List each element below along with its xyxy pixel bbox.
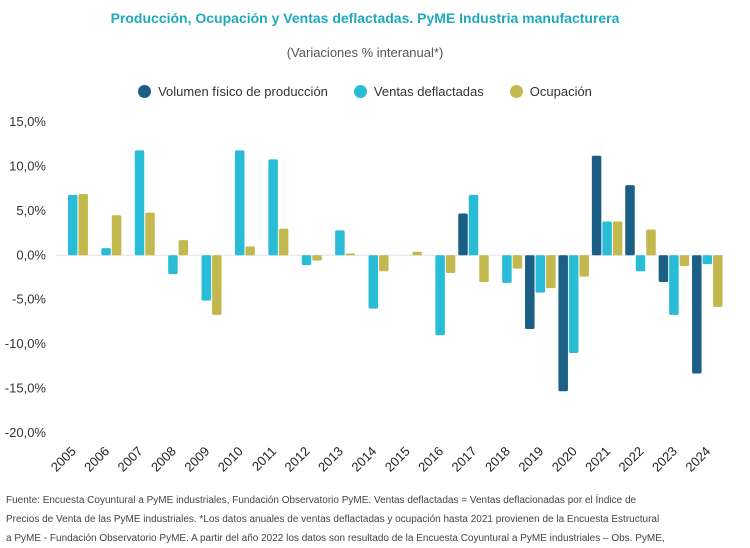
bar-ventas (535, 255, 546, 293)
x-tick-label: 2018 (482, 444, 513, 475)
bar-ventas (101, 248, 111, 256)
y-tick-label: 0,0% (16, 247, 46, 262)
legend-label-ventas: Ventas deflactadas (373, 84, 484, 99)
x-tick-label: 2024 (682, 444, 713, 475)
bar-ventas (201, 255, 212, 301)
bar-ventas (602, 221, 612, 256)
x-tick-label: 2005 (48, 444, 79, 475)
x-tick-label: 2021 (582, 444, 613, 475)
bar-ocupacion (212, 255, 222, 315)
y-tick-label: 15,0% (9, 114, 46, 129)
chart-subtitle: (Variaciones % interanual*) (286, 45, 444, 60)
bar-produccion (625, 185, 635, 256)
bar-ocupacion (546, 255, 556, 289)
footnote-line: a PyME - Fundación Observatorio PyME. A … (6, 533, 665, 544)
bar-ocupacion (512, 255, 523, 269)
bar-produccion (658, 255, 669, 282)
x-tick-label: 2011 (249, 444, 279, 474)
y-tick-label: -20,0% (5, 425, 47, 440)
legend-item-ventas[interactable]: Ventas deflactadas (353, 84, 484, 99)
x-tick-label: 2013 (315, 444, 346, 475)
bar-ventas (368, 255, 379, 309)
legend-label-ocupacion: Ocupación (529, 84, 592, 99)
x-tick-label: 2006 (81, 444, 112, 475)
chart-title: Producción, Ocupación y Ventas deflactad… (110, 10, 620, 26)
x-tick-label: 2008 (148, 444, 179, 475)
bar-ocupacion (379, 255, 389, 272)
bar-ocupacion (278, 228, 289, 256)
bar-ocupacion (245, 246, 255, 256)
bar-ventas (234, 150, 245, 256)
bar-ventas (268, 159, 278, 256)
bar-ventas (568, 255, 579, 354)
bar-produccion (458, 213, 468, 256)
y-tick-label: -15,0% (5, 381, 47, 396)
bar-ventas (702, 255, 713, 265)
bar-ventas (669, 255, 679, 315)
bar-ocupacion (679, 255, 690, 266)
bar-ventas (134, 150, 145, 256)
footnote-line: Precios de Venta de las PyME industriale… (6, 514, 660, 525)
x-tick-label: 2020 (549, 444, 580, 475)
x-tick-label: 2007 (115, 444, 146, 475)
footnote-line: Fuente: Encuesta Coyuntural a PyME indus… (6, 495, 637, 506)
legend-item-produccion[interactable]: Volumen físico de producción (138, 84, 328, 99)
x-tick-label: 2016 (415, 444, 446, 475)
bar-ventas (635, 255, 646, 272)
y-tick-label: 10,0% (9, 158, 46, 173)
y-tick-label: 5,0% (16, 203, 46, 218)
bar-ventas (435, 255, 445, 336)
x-tick-label: 2019 (515, 444, 546, 475)
x-tick-label: 2009 (181, 444, 212, 475)
bar-ventas (168, 255, 178, 274)
x-tick-label: 2017 (449, 444, 480, 475)
x-tick-label: 2015 (382, 444, 413, 475)
y-tick-label: -10,0% (5, 336, 47, 351)
bar-ocupacion (312, 255, 322, 261)
bar-produccion (558, 255, 568, 392)
bar-ocupacion (412, 251, 422, 256)
bar-ventas (502, 255, 512, 283)
x-tick-label: 2023 (649, 444, 680, 475)
bar-produccion (525, 255, 535, 330)
bar-ocupacion (479, 255, 489, 282)
bar-ocupacion (145, 212, 155, 256)
bar-ocupacion (612, 221, 623, 256)
bar-chart-plot: 15,0% 10,0% 5,0% 0,0% -5,0% -10,0% -15,0% -20,0… (5, 114, 724, 475)
bar-ocupacion (178, 240, 189, 256)
footnote: Fuente: Encuesta Coyuntural a PyME indus… (6, 491, 726, 548)
bar-ocupacion (445, 255, 456, 274)
legend-label-produccion: Volumen físico de producción (158, 84, 328, 99)
bar-ventas (301, 255, 312, 266)
legend-swatch-produccion (138, 85, 152, 98)
legend-item-ocupacion[interactable]: Ocupación (509, 84, 592, 99)
bar-ventas (67, 194, 78, 256)
bar-ocupacion (579, 255, 589, 277)
bar-ocupacion (646, 229, 656, 256)
y-tick-label: -5,0% (12, 292, 46, 307)
legend-swatch-ventas (353, 85, 367, 98)
bar-ocupacion (78, 193, 88, 256)
x-tick-label: 2012 (282, 444, 313, 475)
bar-ocupacion (713, 255, 723, 307)
bar-ocupacion (111, 215, 122, 256)
bar-produccion (692, 255, 702, 374)
x-tick-label: 2014 (348, 444, 379, 475)
x-tick-label: 2022 (616, 444, 647, 475)
legend-swatch-ocupacion (509, 85, 523, 98)
chart-legend: Volumen físico de producción Ventas defl… (0, 84, 730, 99)
bar-ventas (468, 194, 479, 256)
bar-produccion (591, 155, 602, 256)
bar-ventas (335, 230, 345, 256)
bar-ocupacion (345, 253, 356, 256)
x-tick-label: 2010 (215, 444, 246, 475)
